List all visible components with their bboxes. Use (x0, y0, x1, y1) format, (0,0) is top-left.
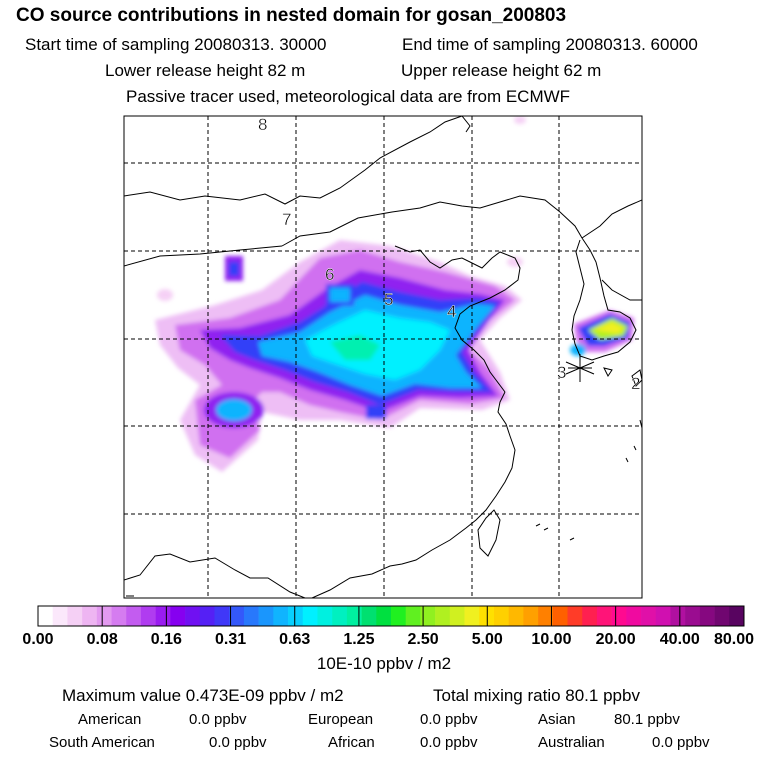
colorbar-cell (596, 606, 612, 626)
colorbar-tick-label: 0.08 (87, 631, 118, 648)
colorbar-tick-label: 5.00 (472, 631, 503, 648)
colorbar-cell (479, 606, 495, 626)
colorbar-tick-label: 10.00 (531, 631, 571, 648)
colorbar-tick-label: 0.00 (22, 631, 53, 648)
european-label: European (308, 711, 374, 728)
african-label: African (328, 734, 375, 751)
colorbar-cell (96, 606, 112, 626)
asian-label: Asian (538, 711, 576, 728)
african-value: 0.0 ppbv (420, 734, 478, 751)
colorbar-cell (376, 606, 392, 626)
colorbar-tick-label: 0.63 (279, 631, 310, 648)
european-value: 0.0 ppbv (420, 711, 478, 728)
colorbar-cell (699, 606, 715, 626)
trajectory-label-4: 4 (447, 302, 456, 321)
concentration-field (155, 116, 634, 472)
colorbar-cell (449, 606, 465, 626)
colorbar-cell (229, 606, 245, 626)
colorbar-cell (420, 606, 436, 626)
colorbar-cell (391, 606, 407, 626)
colorbar-cell (729, 606, 745, 626)
australian-label: Australian (538, 734, 605, 751)
star-icon (565, 354, 595, 382)
colorbar-cell (243, 606, 259, 626)
colorbar-cell (302, 606, 318, 626)
colorbar-tick-label: 80.00 (714, 631, 754, 648)
end-time-label: End time of sampling 20080313. 60000 (402, 35, 698, 54)
trajectory-label-2: 2 (631, 374, 640, 393)
colorbar-cell (435, 606, 451, 626)
upper-height-label: Upper release height 62 m (401, 61, 602, 80)
trajectory-label-6: 6 (325, 265, 334, 284)
colorbar-cell (582, 606, 598, 626)
coastlines (124, 116, 642, 598)
colorbar-cell (288, 606, 304, 626)
american-label: American (78, 711, 142, 728)
colorbar-cell (111, 606, 127, 626)
grid-lines (124, 116, 642, 598)
colorbar-cell (405, 606, 421, 626)
total-mixing-ratio-label: Total mixing ratio 80.1 ppbv (433, 686, 640, 705)
maximum-value-label: Maximum value 0.473E-09 ppbv / m2 (62, 686, 344, 705)
colorbar-cell (332, 606, 348, 626)
trajectory-label-8: 8 (258, 115, 267, 134)
colorbar-cell (185, 606, 201, 626)
colorbar-cell (538, 606, 554, 626)
colorbar-cell (361, 606, 377, 626)
colorbar-cell (317, 606, 333, 626)
south-american-value: 0.0 ppbv (209, 734, 267, 751)
colorbar-cell (126, 606, 142, 626)
colorbar-cell (199, 606, 215, 626)
australian-value: 0.0 ppbv (652, 734, 710, 751)
colorbar-cell (170, 606, 186, 626)
colorbar-cell (714, 606, 730, 626)
map-panel: 8 7 6 5 4 3 2 (123, 115, 643, 599)
colorbar-cell (214, 606, 230, 626)
colorbar-tick-label: 0.31 (215, 631, 246, 648)
colorbar-cell (82, 606, 98, 626)
colorbar-cell (641, 606, 657, 626)
colorbar-cell (626, 606, 642, 626)
colorbar-cell (346, 606, 362, 626)
colorbar-cell (258, 606, 274, 626)
start-time-label: Start time of sampling 20080313. 30000 (25, 35, 327, 54)
map-frame (123, 115, 643, 599)
asian-value: 80.1 ppbv (614, 711, 680, 728)
colorbar-tick-label: 2.50 (408, 631, 439, 648)
colorbar-cell (155, 606, 171, 626)
map-title: CO source contributions in nested domain… (16, 5, 567, 26)
colorbar-tick-label: 20.00 (596, 631, 636, 648)
colorbar-cell (140, 606, 156, 626)
colorbar-cell (552, 606, 568, 626)
colorbar-cell (670, 606, 686, 626)
trajectory-label-3: 3 (557, 363, 566, 382)
colorbar-units: 10E-10 ppbv / m2 (316, 654, 452, 673)
colorbar-cell (273, 606, 289, 626)
colorbar-tick-label: 0.16 (151, 631, 182, 648)
colorbar: 0.00 0.08 0.16 0.31 0.63 1.25 2.50 5.00 10.00 20.… (22, 605, 754, 648)
colorbar-cell (464, 606, 480, 626)
colorbar-cell (523, 606, 539, 626)
tracer-note: Passive tracer used, meteorological data… (126, 87, 571, 106)
colorbar-cell (655, 606, 671, 626)
south-american-label: South American (49, 734, 155, 751)
american-value: 0.0 ppbv (189, 711, 247, 728)
trajectory-label-7: 7 (282, 210, 291, 229)
colorbar-tick-label: 40.00 (660, 631, 700, 648)
colorbar-cell (508, 606, 524, 626)
colorbar-cell (567, 606, 583, 626)
colorbar-cell (67, 606, 83, 626)
colorbar-cell (38, 606, 54, 626)
lower-height-label: Lower release height 82 m (105, 61, 306, 80)
colorbar-tick-label: 1.25 (343, 631, 374, 648)
colorbar-cell (52, 606, 68, 626)
colorbar-cell (493, 606, 509, 626)
colorbar-cell (685, 606, 701, 626)
trajectory-label-5: 5 (384, 290, 393, 309)
colorbar-cell (611, 606, 627, 626)
